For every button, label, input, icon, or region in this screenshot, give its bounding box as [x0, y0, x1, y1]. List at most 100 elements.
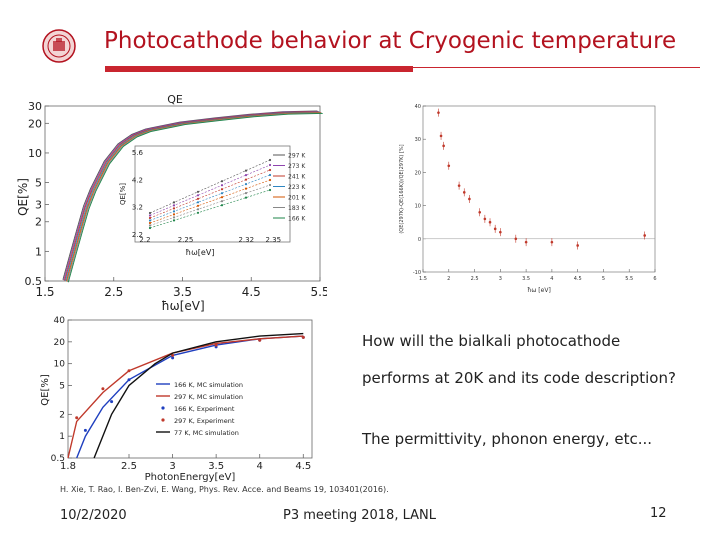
inset-ylabel: QE[%] — [119, 183, 127, 205]
inset-xtick-label: 2.2 — [139, 236, 150, 244]
inset-series-line — [149, 159, 271, 214]
inset-data-point — [196, 208, 200, 211]
chart2-frame — [422, 105, 656, 273]
inset-data-point — [268, 188, 272, 192]
inset-data-point — [268, 168, 272, 172]
chart2-data-point — [468, 197, 471, 201]
inset-data-point — [268, 178, 272, 182]
inset-data-point — [148, 216, 152, 220]
legend-label: 201 K — [288, 195, 306, 202]
chart2-data-point — [514, 237, 518, 241]
chart3-legend-label: 166 K, Experiment — [174, 405, 235, 413]
chart1-series-curve — [62, 110, 318, 280]
chart1-ytick-label: 1 — [35, 245, 42, 258]
inset-series-line — [149, 179, 271, 224]
inset-ytick-label: 5.6 — [132, 149, 144, 157]
chart1-xtick-label: 2.5 — [104, 285, 123, 299]
inset-data-point — [196, 211, 200, 214]
chart3-data-point — [171, 356, 175, 360]
chart2-xlabel: ħω [eV] — [527, 287, 551, 294]
chart1-series-curve — [67, 112, 323, 283]
chart1-series-curve — [63, 110, 319, 281]
chart3-xtick-label: 3 — [169, 461, 175, 472]
chart2-ytick-label: 10 — [415, 204, 421, 210]
inset-data-point — [172, 213, 176, 216]
chart1-ytick-label: 20 — [28, 117, 42, 130]
body-line-2: performs at 20K and its code description… — [362, 369, 676, 387]
chart1-inset-frame — [134, 145, 291, 243]
chart2-ytick-label: 30 — [415, 137, 421, 143]
legend-label: 273 K — [288, 163, 306, 170]
inset-data-point — [220, 196, 224, 199]
chart3-ytick-label: 1 — [59, 432, 65, 442]
inset-ytick-label: 4.2 — [132, 176, 143, 184]
chart2-data-point — [447, 164, 451, 168]
inset-ytick-label: 2.2 — [132, 231, 143, 239]
chart2-data-point — [524, 240, 528, 244]
chart1-ylabel: QE[%] — [16, 178, 30, 216]
chart2-data-point — [550, 240, 554, 244]
chart2-data-point — [488, 220, 492, 224]
chart3-data-point — [171, 353, 175, 357]
inset-data-point — [148, 214, 152, 217]
inset-data-point — [148, 211, 152, 215]
chart1-ytick-label: 30 — [28, 100, 42, 113]
chart3-legend-swatch — [161, 406, 165, 410]
inset-ytick-label: 3.2 — [132, 204, 143, 212]
chart1-xtick-label: 1.5 — [35, 285, 54, 299]
inset-series-line — [149, 184, 271, 226]
chart3-ytick-label: 40 — [54, 316, 66, 326]
footer-date: 10/2/2020 — [60, 508, 127, 523]
chart3-ytick-label: 10 — [54, 360, 66, 370]
chart1-xtick-label: 3.5 — [173, 285, 192, 299]
inset-xtick-label: 2.35 — [265, 236, 281, 244]
inset-data-point — [244, 187, 248, 190]
chart1-xtick-label: 5.5 — [310, 285, 327, 299]
chart3-ytick-label: 0.5 — [51, 454, 65, 464]
chart2-data-point — [499, 230, 502, 234]
chart2-data-point — [457, 184, 461, 187]
inset-data-point — [196, 197, 200, 200]
chart3-xtick-label: 4.5 — [295, 461, 311, 472]
inset-data-point — [244, 174, 248, 177]
inset-data-point — [196, 201, 200, 204]
inset-data-point — [220, 192, 224, 195]
inset-data-point — [172, 210, 176, 213]
inset-data-point — [172, 216, 176, 219]
legend-label: 297 K — [288, 153, 306, 160]
chart1-xlabel: ħω[eV] — [161, 299, 204, 313]
inset-xtick-label: 2.25 — [178, 236, 194, 244]
chart3-data-point — [75, 416, 79, 420]
chart2-xtick-label: 5.5 — [625, 276, 633, 282]
chart2-ytick-label: -10 — [413, 270, 421, 276]
inset-data-point — [268, 158, 272, 162]
slide-title: Photocathode behavior at Cryogenic tempe… — [104, 28, 677, 54]
inset-data-point — [148, 219, 152, 222]
chart1-series-curve — [66, 112, 321, 282]
legend-label: 183 K — [288, 205, 306, 212]
inset-data-point — [244, 183, 248, 186]
chart2-xtick-label: 2 — [447, 276, 450, 282]
chart2-data-point — [437, 111, 440, 114]
inset-data-point — [220, 200, 224, 203]
slide-number: 12 — [650, 506, 667, 521]
legend-label: 223 K — [288, 184, 306, 191]
inset-data-point — [172, 204, 176, 207]
chart3-legend-label: 166 K, MC simulation — [174, 381, 243, 389]
chart3-series-line — [67, 335, 304, 459]
chart2-ytick-label: 40 — [415, 104, 421, 110]
title-rule-thick — [105, 66, 413, 72]
chart3-xtick-label: 2.5 — [121, 461, 137, 472]
chart2-xtick-label: 4.5 — [574, 276, 582, 282]
inset-data-point — [148, 221, 152, 225]
chart2-xtick-label: 6 — [653, 276, 656, 282]
chart3-data-point — [301, 335, 305, 339]
reference-citation: H. Xie, T. Rao, I. Ben-Zvi, E. Wang, Phy… — [60, 485, 389, 494]
inset-data-point — [172, 201, 176, 204]
chart3-data-point — [110, 400, 114, 404]
chart2-xtick-label: 1.5 — [419, 276, 427, 282]
chart3-series-line — [93, 332, 304, 459]
inset-data-point — [220, 188, 224, 191]
university-seal-logo — [42, 29, 76, 63]
chart2-xtick-label: 2.5 — [471, 276, 479, 282]
